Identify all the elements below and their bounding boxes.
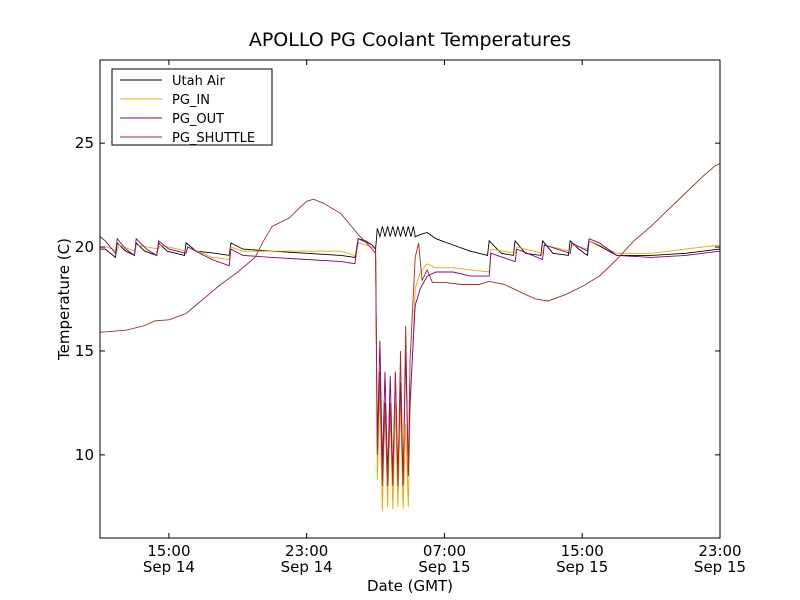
series-line-pg-shuttle (100, 162, 720, 487)
x-tick-label-date: Sep 15 (694, 558, 746, 576)
x-tick-label-date: Sep 15 (418, 558, 470, 576)
x-tick-label-time: 07:00 (423, 542, 466, 560)
y-tick-label: 25 (75, 134, 94, 152)
x-tick-label-time: 23:00 (285, 542, 328, 560)
x-tick-label-date: Sep 14 (143, 558, 195, 576)
x-tick-label-time: 15:00 (147, 542, 190, 560)
x-tick-label-date: Sep 14 (281, 558, 333, 576)
legend-label: PG_IN (172, 93, 210, 108)
y-axis-label: Temperature (C) (55, 238, 73, 361)
chart-title: APOLLO PG Coolant Temperatures (249, 29, 571, 51)
x-axis-label: Date (GMT) (367, 577, 453, 595)
x-tick-label-time: 15:00 (561, 542, 604, 560)
legend-label: PG_OUT (172, 112, 224, 127)
series-line-utah-air (100, 226, 720, 259)
y-tick-label: 15 (75, 342, 94, 360)
series-layer (100, 162, 720, 512)
legend: Utah Air PG_IN PG_OUT PG_SHUTTLE (111, 68, 273, 146)
y-tick-label: 20 (75, 238, 94, 256)
legend-box (111, 68, 273, 146)
x-tick-label-date: Sep 15 (556, 558, 608, 576)
x-tick-label-time: 23:00 (698, 542, 741, 560)
legend-label: Utah Air (172, 74, 225, 89)
series-line-pg-in (100, 240, 720, 512)
legend-label: PG_SHUTTLE (172, 131, 255, 146)
y-axis: 10 15 20 25 (75, 134, 720, 464)
series-line-pg-out (100, 236, 720, 485)
y-tick-label: 10 (75, 446, 94, 464)
plot-frame (99, 59, 721, 539)
